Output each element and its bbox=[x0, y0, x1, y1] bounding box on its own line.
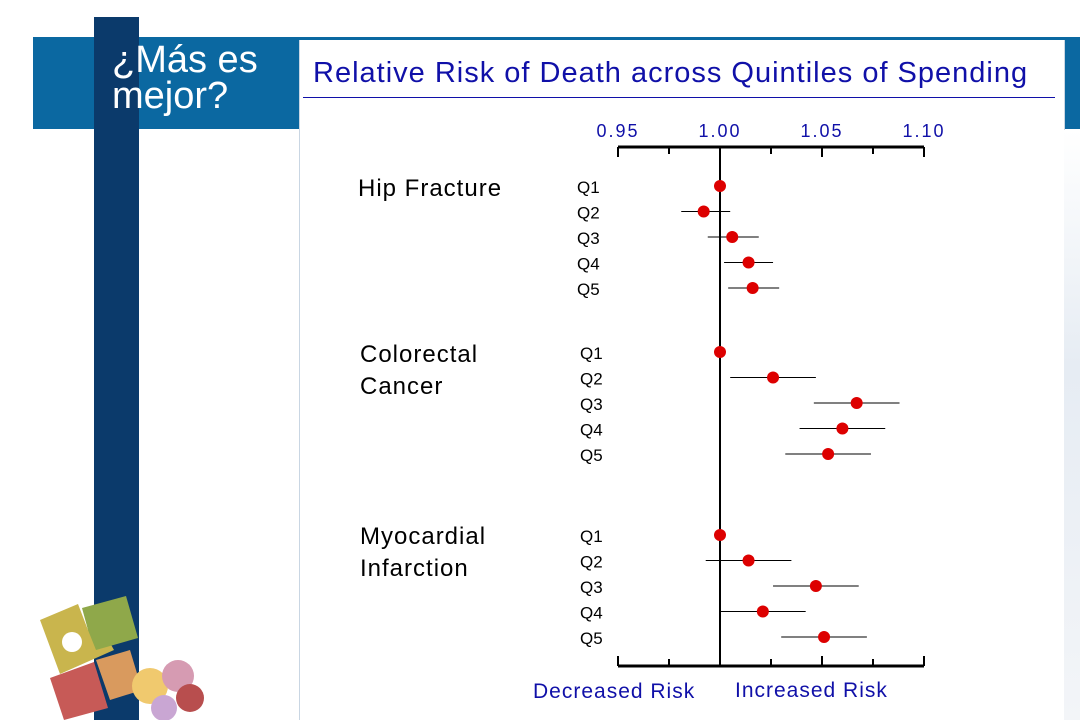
quintile-label: Q4 bbox=[577, 255, 600, 274]
data-point bbox=[746, 282, 759, 294]
tick-label: 1.05 bbox=[800, 121, 843, 141]
quintile-label: Q3 bbox=[577, 229, 600, 248]
slide-heading: ¿Más es mejor? bbox=[112, 39, 258, 117]
quintile-label: Q2 bbox=[580, 370, 603, 389]
title-underline bbox=[303, 97, 1055, 98]
quintile-label: Q1 bbox=[580, 527, 603, 546]
increased-risk-label: Increased Risk bbox=[735, 679, 888, 702]
data-point bbox=[697, 205, 710, 218]
tick-label: 0.95 bbox=[596, 121, 639, 141]
data-point bbox=[809, 580, 822, 592]
quintile-label: Q1 bbox=[580, 344, 603, 363]
group-label: Myocardial bbox=[360, 523, 486, 550]
data-point bbox=[742, 256, 755, 269]
quintile-label: Q5 bbox=[580, 446, 603, 465]
group-label: Infarction bbox=[360, 555, 469, 582]
data-point bbox=[726, 231, 739, 243]
quintile-label: Q2 bbox=[580, 553, 603, 572]
quintile-label: Q5 bbox=[577, 280, 600, 299]
quintile-label: Q4 bbox=[580, 421, 603, 440]
data-point bbox=[742, 554, 755, 567]
quintile-label: Q4 bbox=[580, 604, 603, 623]
group-label: Cancer bbox=[360, 373, 443, 400]
decreased-risk-label: Decreased Risk bbox=[533, 680, 695, 703]
puzzle-logo-icon bbox=[40, 596, 204, 720]
right-edge-strip bbox=[1064, 130, 1080, 720]
quintile-label: Q5 bbox=[580, 629, 603, 648]
quintile-label: Q1 bbox=[577, 178, 600, 197]
data-point bbox=[714, 180, 726, 192]
quintile-label: Q3 bbox=[580, 395, 603, 414]
data-point bbox=[767, 371, 780, 384]
data-point bbox=[850, 397, 863, 409]
group-label: Colorectal bbox=[360, 341, 478, 368]
data-point bbox=[818, 631, 831, 643]
tick-label: 1.00 bbox=[698, 121, 741, 141]
data-point bbox=[836, 422, 849, 435]
tick-label: 1.10 bbox=[902, 121, 945, 141]
quintile-label: Q3 bbox=[580, 578, 603, 597]
data-point bbox=[714, 529, 726, 541]
data-point bbox=[714, 346, 726, 358]
chart-title: Relative Risk of Death across Quintiles … bbox=[313, 57, 1029, 89]
group-label: Hip Fracture bbox=[358, 175, 502, 202]
chart-panel bbox=[299, 40, 1065, 720]
data-point bbox=[756, 605, 769, 618]
data-point bbox=[822, 448, 835, 460]
quintile-label: Q2 bbox=[577, 204, 600, 223]
